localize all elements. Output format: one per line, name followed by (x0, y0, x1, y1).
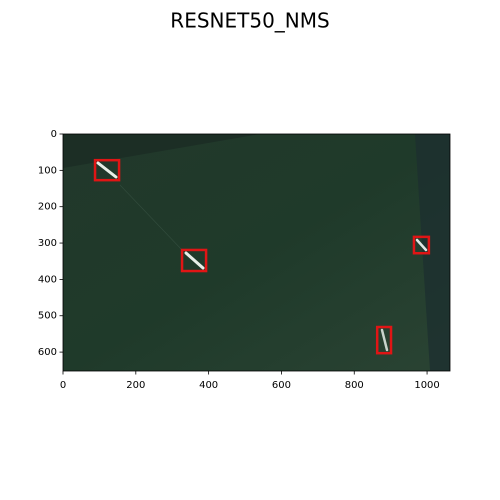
x-tick-label: 1000 (414, 380, 439, 391)
y-tick-label: 0 (51, 129, 57, 140)
chart-title: RESNET50_NMS (170, 9, 329, 33)
y-tick-label: 500 (38, 311, 57, 322)
detection-box (93, 158, 121, 182)
x-tick-label: 200 (126, 380, 145, 391)
detection-box (412, 235, 431, 255)
x-tick-label: 0 (60, 380, 66, 391)
y-tick-label: 600 (38, 347, 57, 358)
detection-box (375, 325, 393, 355)
x-tick-label: 600 (272, 380, 291, 391)
x-tick-label: 800 (345, 380, 364, 391)
y-tick-label: 100 (38, 165, 57, 176)
satellite-image (63, 134, 450, 371)
axes-frame (62, 133, 451, 372)
y-tick-label: 300 (38, 238, 57, 249)
detection-box (180, 248, 208, 273)
y-tick-label: 200 (38, 202, 57, 213)
x-tick-label: 400 (199, 380, 218, 391)
y-tick-label: 400 (38, 274, 57, 285)
